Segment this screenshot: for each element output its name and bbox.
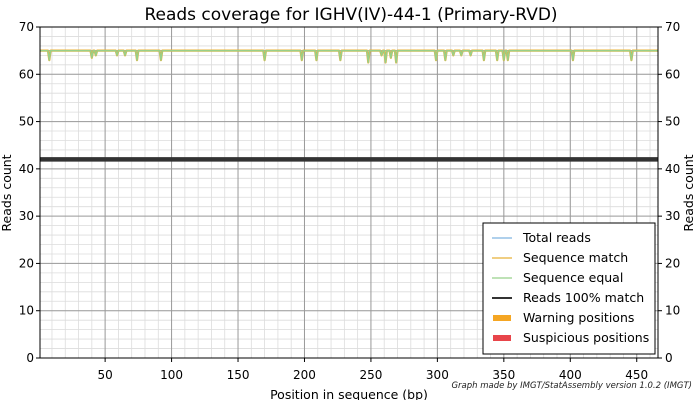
legend-label-0: Total reads [522, 230, 591, 245]
y-tick-label: 30 [19, 209, 34, 223]
y-tick-label: 70 [19, 20, 34, 34]
legend-label-3: Reads 100% match [523, 290, 644, 305]
legend-swatch-5 [493, 335, 511, 341]
x-tick-label: 50 [97, 368, 112, 382]
series-line-1 [40, 49, 658, 64]
x-tick-label: 300 [426, 368, 449, 382]
series-layer [40, 49, 658, 162]
legend-box [482, 222, 656, 355]
legend-label-4: Warning positions [523, 310, 634, 325]
x-axis-label: Position in sequence (bp) [270, 387, 428, 400]
legend: Total reads Sequence match Sequence equal R… [482, 222, 656, 355]
y-tick-label-right: 50 [665, 115, 680, 129]
x-tick-label: 150 [227, 368, 250, 382]
y-tick-label-right: 30 [665, 209, 680, 223]
plot-frame [39, 26, 659, 359]
y-tick-label: 40 [19, 162, 34, 176]
y-tick-label-right: 20 [665, 256, 680, 270]
x-tick-label: 200 [293, 368, 316, 382]
y-tick-label: 20 [19, 256, 34, 270]
y-tick-label: 0 [26, 351, 34, 365]
x-tick-label: 400 [559, 368, 582, 382]
x-tick-label: 250 [359, 368, 382, 382]
credit-text: Graph made by IMGT/StatAssembly version … [451, 381, 692, 391]
x-tick-label: 100 [160, 368, 183, 382]
legend-label-5: Suspicious positions [523, 330, 649, 345]
x-tick-label: 350 [492, 368, 515, 382]
y-tick-label: 50 [19, 115, 34, 129]
y-tick-label-right: 0 [665, 351, 673, 365]
y-tick-label: 10 [19, 304, 34, 318]
y-axis-label: Reads count [0, 154, 14, 231]
legend-label-1: Sequence match [523, 250, 628, 265]
x-tick-label: 450 [625, 368, 648, 382]
legend-label-2: Sequence equal [523, 270, 623, 285]
axis-ticks: 50 100 150 200 250 300 350 400 450 0 0 10 10 20 20 30 30… [19, 20, 681, 382]
series-line-2 [40, 49, 658, 64]
y-axis-label-right: Reads count [681, 154, 696, 231]
chart-title: Reads coverage for IGHV(IV)-44-1 (Primar… [144, 5, 557, 25]
y-tick-label-right: 40 [665, 162, 680, 176]
y-tick-label-right: 10 [665, 304, 680, 318]
legend-swatch-4 [493, 315, 511, 321]
y-tick-label-right: 60 [665, 67, 680, 81]
y-tick-label-right: 70 [665, 20, 680, 34]
y-tick-label: 60 [19, 67, 34, 81]
